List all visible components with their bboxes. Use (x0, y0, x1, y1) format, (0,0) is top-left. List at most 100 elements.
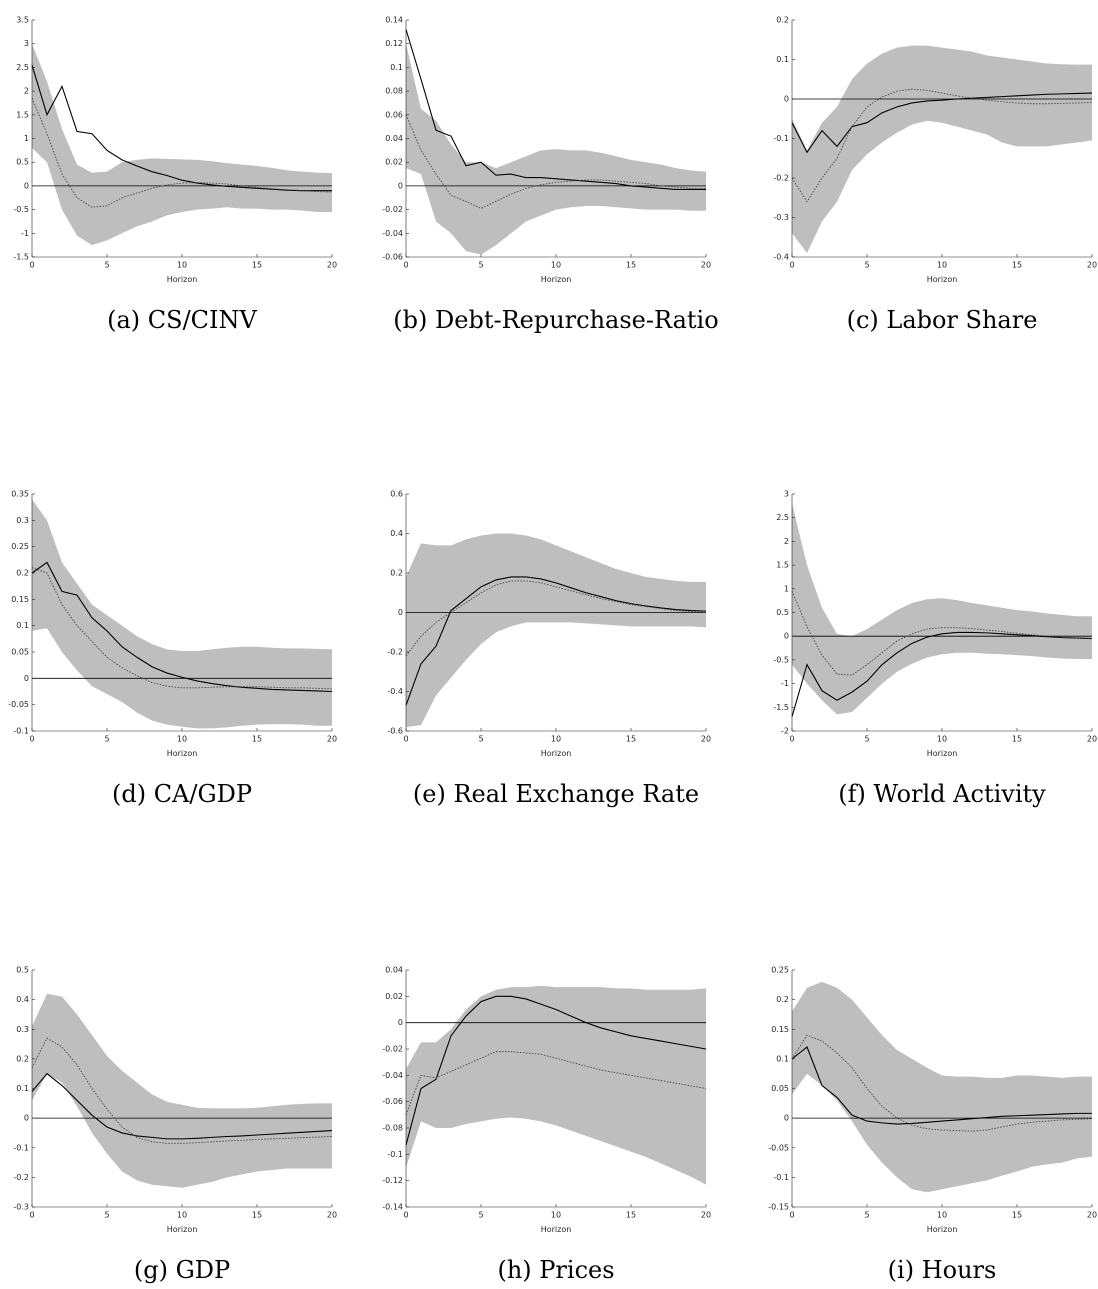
y-tick-label: 0.25 (771, 966, 789, 975)
y-tick-label: 0 (784, 95, 789, 104)
x-tick-label: 5 (478, 1211, 483, 1220)
caption: (h) Prices (497, 1256, 614, 1284)
y-tick-label: -0.1 (13, 1143, 29, 1152)
x-tick-label: 5 (864, 1211, 869, 1220)
confidence-band (32, 499, 332, 729)
irf-line (791, 631, 1093, 717)
x-tick-label: 5 (478, 735, 483, 744)
irf-line (791, 92, 1093, 154)
y-tick-label: -0.15 (768, 1203, 789, 1212)
y-tick-label: -0.1 (13, 727, 29, 736)
y-tick-label: 1.5 (16, 110, 29, 119)
y-tick-label: -0.05 (768, 1143, 789, 1152)
x-tick-label: 15 (252, 1211, 262, 1220)
y-tick-label: -1.5 (13, 253, 29, 262)
y-tick-label: 0.04 (385, 966, 403, 975)
irf-line (31, 1072, 333, 1140)
confidence-band (406, 533, 706, 728)
x-tick-label: 20 (1087, 261, 1097, 270)
x-axis-label: Horizon (927, 749, 958, 758)
y-tick-label: -0.1 (773, 134, 789, 143)
x-tick-label: 20 (701, 261, 711, 270)
y-tick-label: -1 (21, 229, 29, 238)
caption: (g) GDP (134, 1256, 230, 1284)
caption: (e) Real Exchange Rate (413, 780, 699, 808)
x-tick-label: 10 (551, 1211, 561, 1220)
y-tick-label: -0.08 (382, 1124, 403, 1133)
y-tick-label: 0.05 (771, 1084, 789, 1093)
y-tick-label: 0 (784, 1114, 789, 1123)
x-axis-label: Horizon (541, 749, 572, 758)
x-axis-label: Horizon (541, 275, 572, 284)
x-tick-label: 20 (327, 261, 337, 270)
y-tick-label: 0.1 (390, 63, 403, 72)
y-tick-label: 0.1 (16, 1084, 29, 1093)
irf-line (405, 995, 707, 1146)
y-tick-label: 0 (24, 1114, 29, 1123)
irf-line (31, 561, 333, 693)
x-tick-label: 15 (252, 735, 262, 744)
y-tick-label: 2.5 (16, 63, 29, 72)
y-tick-label: 0 (784, 632, 789, 641)
x-tick-label: 0 (29, 735, 34, 744)
y-tick-label: 0.4 (390, 529, 403, 538)
y-tick-label: 0.08 (385, 87, 403, 96)
caption: (b) Debt-Repurchase-Ratio (393, 306, 718, 334)
x-tick-label: 0 (789, 1211, 794, 1220)
x-tick-label: 15 (1012, 1211, 1022, 1220)
x-axis-label: Horizon (927, 275, 958, 284)
x-tick-label: 5 (104, 261, 109, 270)
x-tick-label: 0 (403, 1211, 408, 1220)
x-tick-label: 10 (937, 1211, 947, 1220)
y-tick-label: 0.15 (771, 1025, 789, 1034)
y-tick-label: 2.5 (776, 513, 789, 522)
irf-line (405, 1051, 707, 1115)
y-tick-label: 0.05 (11, 648, 29, 657)
y-tick-label: -0.02 (382, 1045, 403, 1054)
y-tick-label: 0.3 (16, 516, 29, 525)
confidence-band (406, 43, 706, 255)
y-tick-label: 1.5 (776, 561, 789, 570)
y-tick-label: -0.5 (13, 205, 29, 214)
irf-line (405, 580, 707, 657)
y-tick-label: 0 (398, 608, 403, 617)
caption: (d) CA/GDP (112, 780, 252, 808)
y-tick-label: 2 (784, 537, 789, 546)
y-tick-label: 0.25 (11, 542, 29, 551)
y-tick-label: -0.04 (382, 229, 403, 238)
x-tick-label: 0 (789, 261, 794, 270)
y-tick-label: -0.2 (13, 1173, 29, 1182)
x-tick-label: 15 (626, 1211, 636, 1220)
confidence-band (32, 43, 332, 246)
irf-line (31, 98, 333, 208)
y-tick-label: 0.02 (385, 158, 403, 167)
irf-line (791, 1046, 1092, 1125)
x-tick-label: 5 (864, 261, 869, 270)
x-tick-label: 5 (864, 735, 869, 744)
y-tick-label: 0.1 (16, 621, 29, 630)
x-tick-label: 15 (1012, 735, 1022, 744)
y-tick-label: 0.2 (16, 569, 29, 578)
y-tick-label: 0.2 (390, 569, 403, 578)
x-tick-label: 0 (403, 261, 408, 270)
y-tick-label: 3 (24, 39, 29, 48)
x-tick-label: 20 (1087, 735, 1097, 744)
y-tick-label: 0.5 (16, 158, 29, 167)
y-tick-label: 3.5 (16, 16, 29, 25)
x-tick-label: 20 (701, 735, 711, 744)
x-tick-label: 0 (789, 735, 794, 744)
y-tick-label: 0 (24, 674, 29, 683)
confidence-band (792, 503, 1092, 715)
y-tick-label: -0.2 (387, 648, 403, 657)
y-tick-label: -0.06 (382, 1097, 403, 1106)
y-tick-label: 2 (24, 87, 29, 96)
y-tick-label: -0.04 (382, 1071, 403, 1080)
caption: (c) Labor Share (847, 306, 1038, 334)
y-tick-label: -0.3 (13, 1203, 29, 1212)
y-tick-label: -1 (781, 679, 789, 688)
x-tick-label: 20 (701, 1211, 711, 1220)
y-tick-label: 0.4 (16, 995, 29, 1004)
y-tick-label: 0.2 (776, 995, 789, 1004)
y-tick-label: 0.06 (385, 110, 403, 119)
